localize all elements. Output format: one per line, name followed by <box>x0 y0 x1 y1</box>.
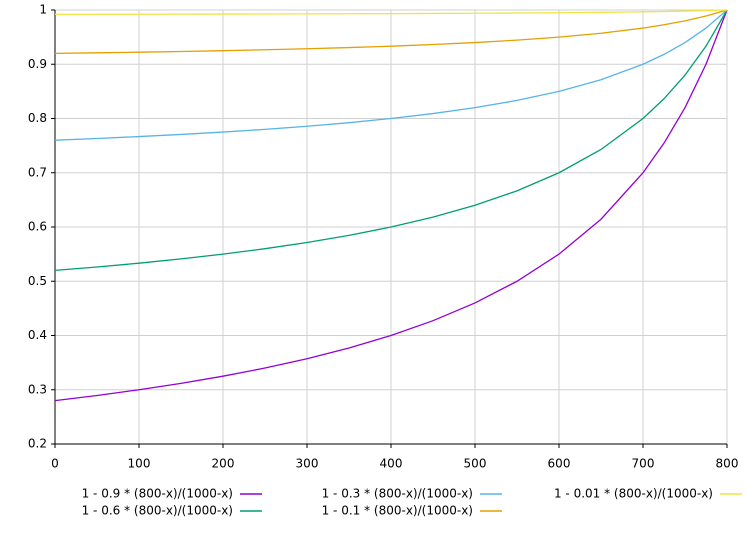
y-tick-label: 0.4 <box>28 328 47 342</box>
legend-label: 1 - 0.6 * (800-x)/(1000-x) <box>82 504 233 518</box>
series-line <box>54 9 728 272</box>
x-tick-label: 600 <box>548 457 571 471</box>
x-tick-label: 800 <box>716 457 739 471</box>
x-tick-label: 500 <box>464 457 487 471</box>
x-tick-label: 700 <box>632 457 655 471</box>
x-tick-label: 0 <box>51 457 59 471</box>
legend-label: 1 - 0.1 * (800-x)/(1000-x) <box>322 504 473 518</box>
series-line <box>54 9 728 402</box>
legend-label: 1 - 0.01 * (800-x)/(1000-x) <box>554 487 713 501</box>
x-tick-label: 300 <box>296 457 319 471</box>
series-line <box>54 9 728 15</box>
y-tick-label: 0.2 <box>28 437 47 451</box>
y-tick-label: 0.5 <box>28 274 47 288</box>
x-tick-label: 400 <box>380 457 403 471</box>
x-tick-label: 200 <box>212 457 235 471</box>
y-tick-label: 0.6 <box>28 220 47 234</box>
y-tick-label: 0.8 <box>28 111 47 125</box>
legend-label: 1 - 0.9 * (800-x)/(1000-x) <box>82 487 233 501</box>
x-tick-label: 100 <box>128 457 151 471</box>
y-tick-label: 0.7 <box>28 165 47 179</box>
y-tick-label: 1 <box>39 3 47 17</box>
y-tick-label: 0.3 <box>28 382 47 396</box>
series-line <box>54 9 728 141</box>
series-line <box>54 9 728 55</box>
legend-label: 1 - 0.3 * (800-x)/(1000-x) <box>322 487 473 501</box>
y-tick-label: 0.9 <box>28 57 47 71</box>
